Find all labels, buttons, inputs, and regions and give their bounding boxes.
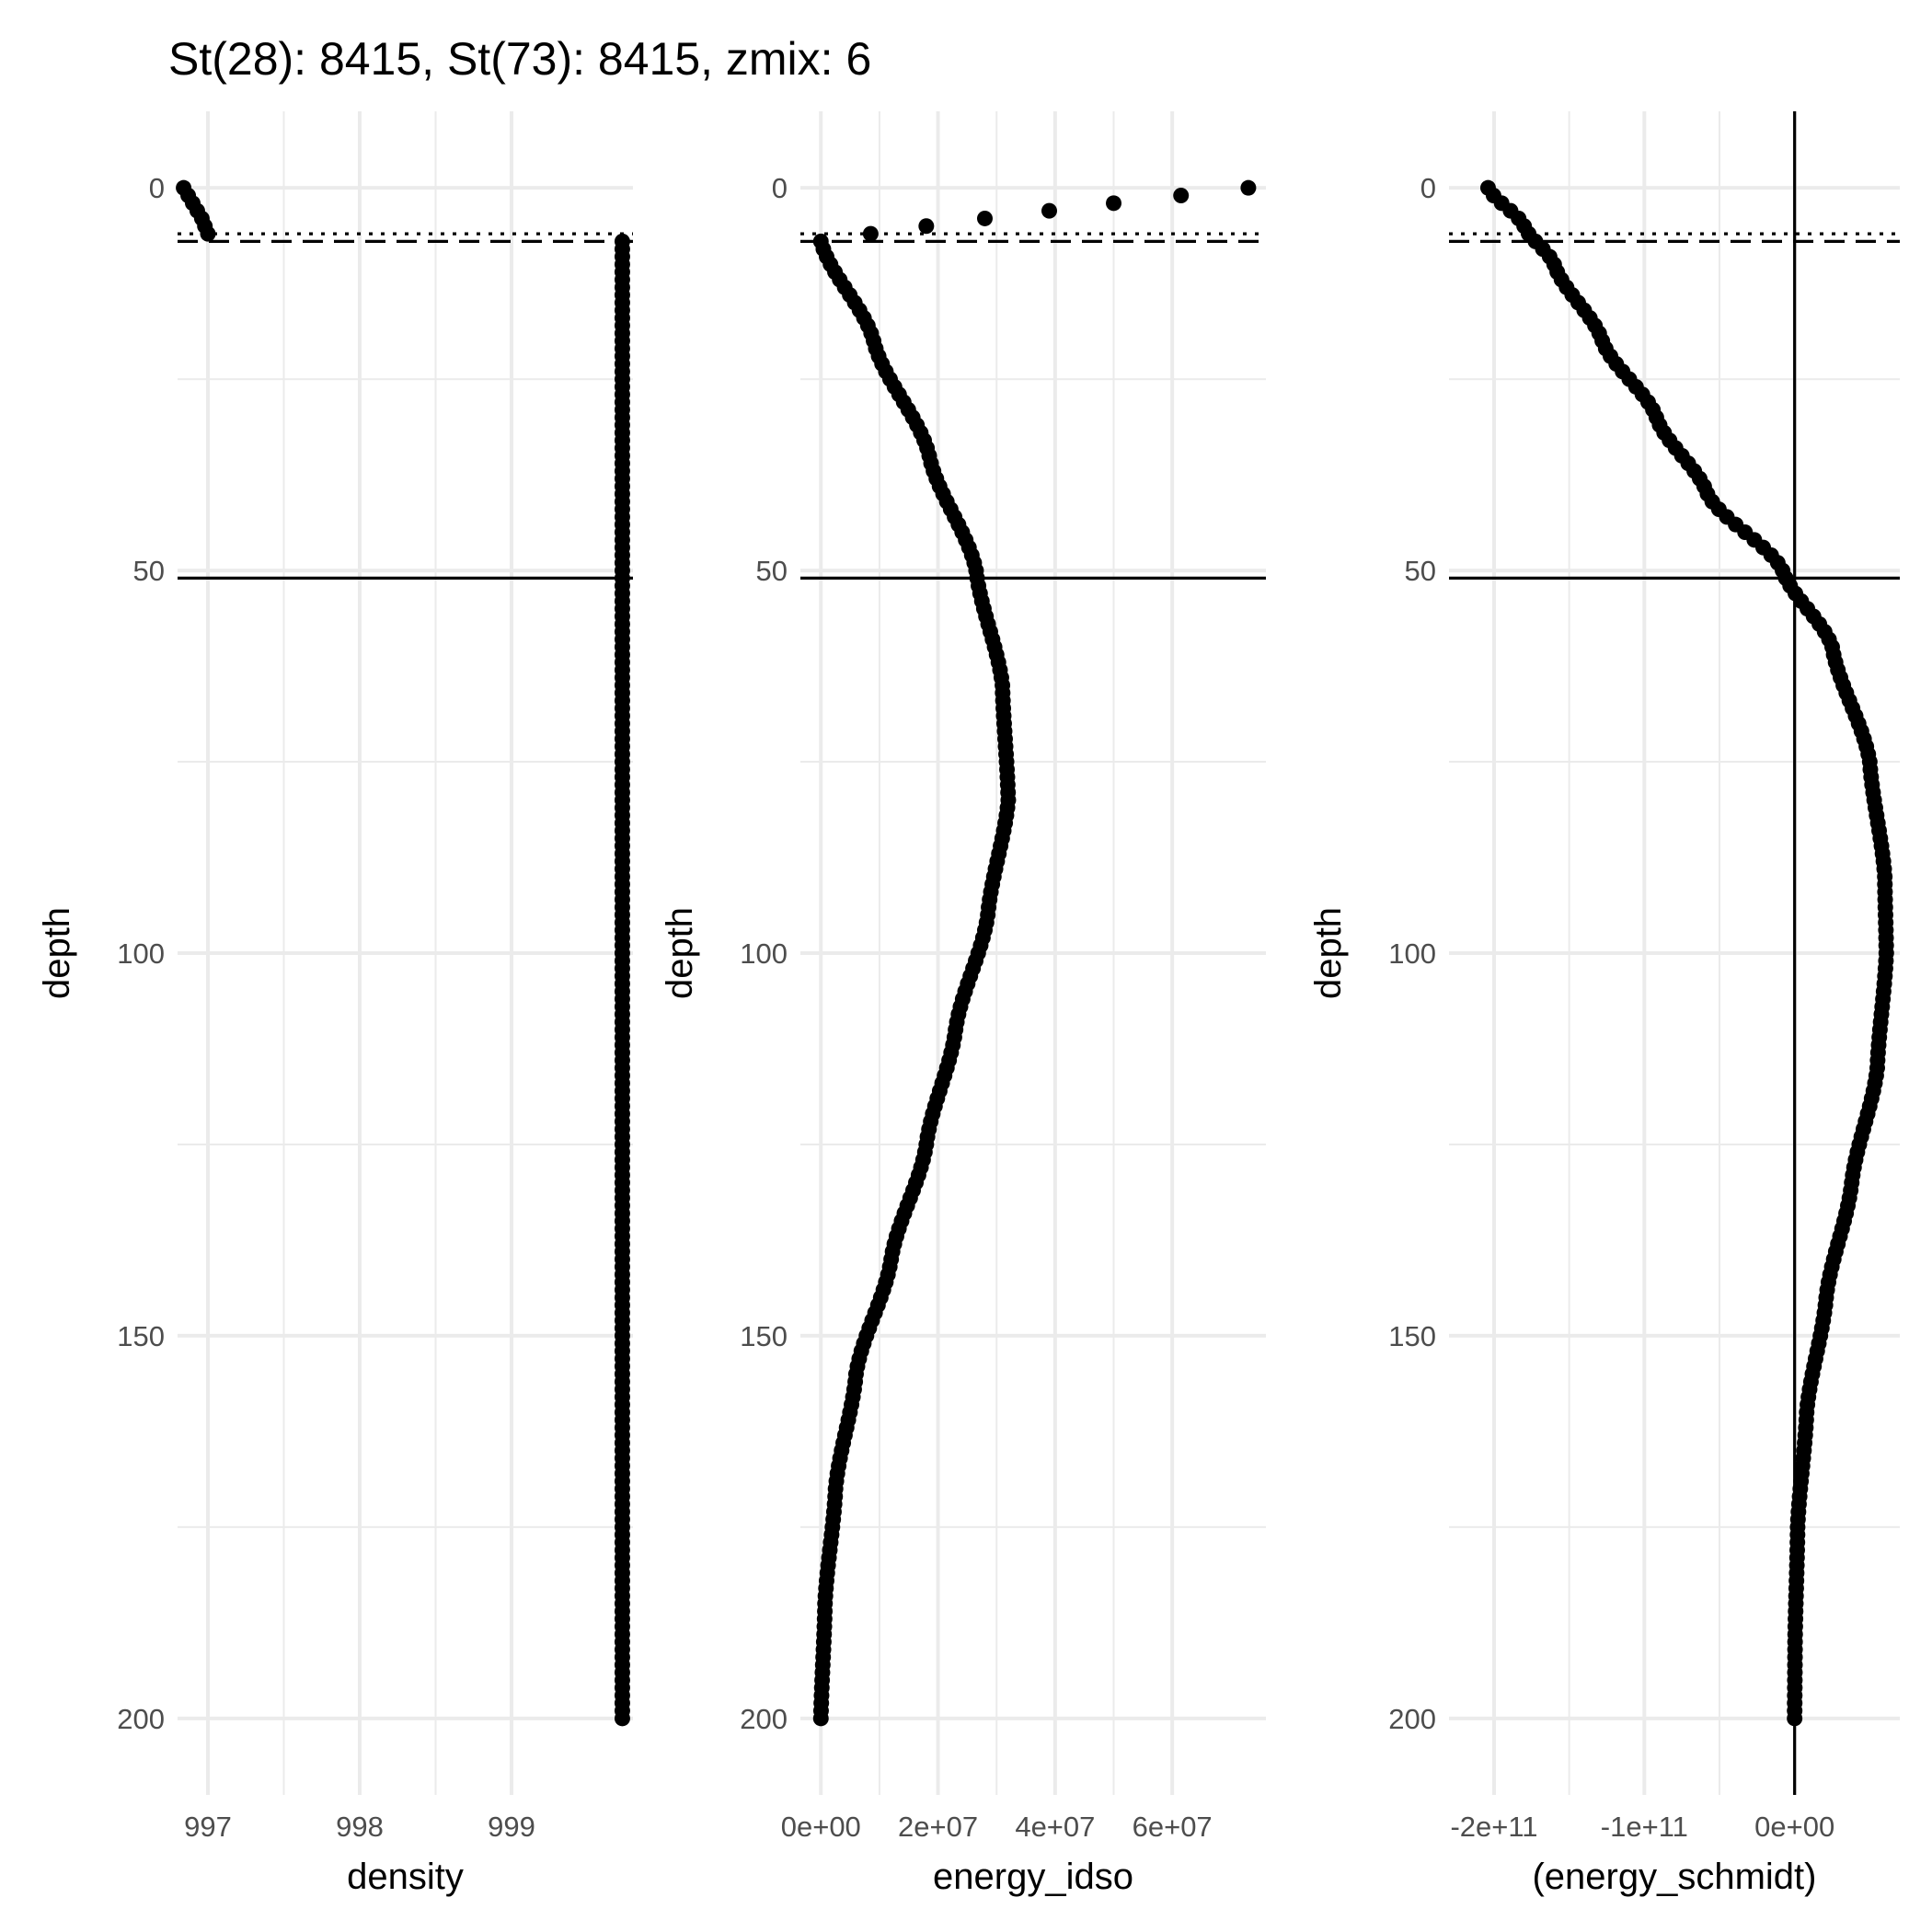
points-energy-idso: [812, 179, 1257, 1727]
x-tick-label: 0e+00: [1754, 1811, 1834, 1843]
data-point: [1106, 195, 1122, 212]
data-point: [1240, 179, 1257, 196]
y-tick-label: 150: [1388, 1320, 1436, 1352]
y-axis-title: depth: [660, 907, 700, 999]
y-axis-title: depth: [1308, 907, 1349, 999]
y-tick-label: 150: [117, 1320, 165, 1352]
y-tick-label: 0: [149, 172, 165, 204]
y-tick-label: 50: [1405, 555, 1436, 587]
x-axis-title: density: [347, 1857, 464, 1897]
figure-title: St(28): 8415, St(73): 8415, zmix: 6: [168, 33, 872, 85]
y-tick-label: 50: [756, 555, 788, 587]
y-axis-title: depth: [37, 907, 77, 999]
grid: [178, 111, 633, 1795]
y-tick-label: 150: [740, 1320, 788, 1352]
x-axis-title: energy_idso: [933, 1857, 1133, 1897]
panel-density: 0 50 100 150 200 997 998 999 density depth: [37, 111, 633, 1897]
x-tick-label: 6e+07: [1133, 1811, 1213, 1843]
y-tick-label: 50: [133, 555, 165, 587]
grid: [800, 111, 1266, 1795]
data-point: [862, 225, 879, 242]
x-tick-label: -1e+11: [1601, 1811, 1688, 1843]
data-point: [1041, 202, 1058, 219]
x-tick-label: 998: [336, 1811, 384, 1843]
data-point: [812, 1710, 829, 1727]
x-tick-label: 999: [488, 1811, 535, 1843]
y-tick-label: 200: [117, 1703, 165, 1735]
panel-energy-schmidt: 0 50 100 150 200 -2e+11 -1e+11 0e+00 (energy_sch…: [1308, 111, 1900, 1897]
y-tick-label: 200: [740, 1703, 788, 1735]
data-point: [1787, 1710, 1803, 1727]
points-energy-schmidt: [1479, 179, 1894, 1727]
y-tick-label: 0: [772, 172, 788, 204]
grid: [1449, 111, 1900, 1795]
x-tick-label: 2e+07: [898, 1811, 978, 1843]
x-tick-label: 997: [184, 1811, 232, 1843]
x-tick-label: 4e+07: [1015, 1811, 1095, 1843]
data-point: [200, 225, 216, 242]
y-tick-label: 200: [1388, 1703, 1436, 1735]
y-tick-label: 100: [117, 937, 165, 970]
y-tick-label: 100: [1388, 937, 1436, 970]
data-point: [614, 1710, 630, 1727]
panel-energy-idso: 0 50 100 150 200 0e+00 2e+07 4e+07 6e+07energy_i…: [660, 111, 1266, 1897]
x-axis-title: (energy_schmidt): [1532, 1857, 1816, 1897]
points-density: [176, 179, 630, 1727]
x-tick-label: 0e+00: [781, 1811, 861, 1843]
y-tick-label: 0: [1420, 172, 1436, 204]
y-tick-label: 100: [740, 937, 788, 970]
x-tick-label: -2e+11: [1450, 1811, 1537, 1843]
data-point: [918, 218, 935, 235]
data-point: [976, 210, 993, 226]
data-point: [1173, 188, 1190, 203]
